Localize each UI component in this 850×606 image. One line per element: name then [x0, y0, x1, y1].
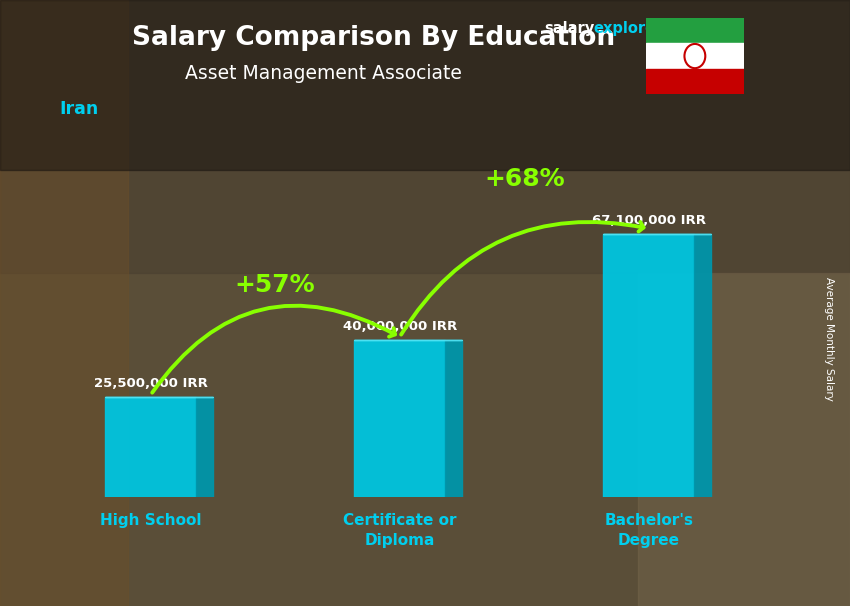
- Text: Asset Management Associate: Asset Management Associate: [184, 64, 462, 82]
- Text: 67,100,000 IRR: 67,100,000 IRR: [592, 214, 705, 227]
- Text: 25,500,000 IRR: 25,500,000 IRR: [94, 377, 207, 390]
- Text: 40,000,000 IRR: 40,000,000 IRR: [343, 320, 456, 333]
- Polygon shape: [445, 340, 462, 497]
- Text: Salary Comparison By Education: Salary Comparison By Education: [133, 25, 615, 52]
- Text: +57%: +57%: [235, 273, 315, 297]
- Bar: [0, 0, 128, 606]
- Bar: [646, 44, 744, 68]
- Text: salary: salary: [544, 21, 594, 36]
- Bar: [0, 0, 850, 170]
- Bar: [638, 273, 850, 606]
- Text: Average Monthly Salary: Average Monthly Salary: [824, 278, 834, 401]
- Bar: [0, 0, 850, 273]
- Text: Iran: Iran: [60, 100, 99, 118]
- Text: +68%: +68%: [484, 167, 564, 191]
- Bar: [646, 18, 744, 44]
- Bar: [354, 340, 445, 497]
- Bar: [646, 68, 744, 94]
- Text: .com: .com: [655, 21, 694, 36]
- Polygon shape: [694, 234, 711, 497]
- Bar: [604, 234, 694, 497]
- Bar: [105, 397, 196, 497]
- Text: explorer: explorer: [593, 21, 663, 36]
- Polygon shape: [196, 397, 212, 497]
